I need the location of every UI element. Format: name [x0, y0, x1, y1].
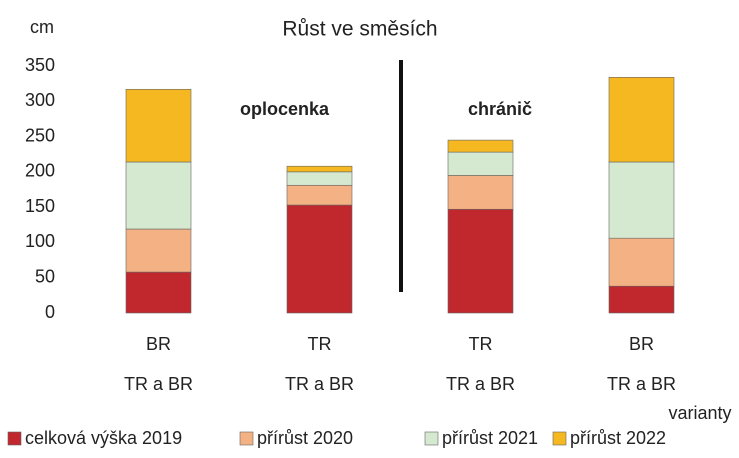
x-tick-label: TR [469, 334, 493, 354]
y-tick-label: 0 [45, 302, 55, 322]
legend-swatch [424, 431, 439, 446]
y-tick-label: 200 [25, 161, 55, 181]
bar-segment [286, 184, 353, 206]
bar-segment [125, 228, 192, 273]
y-tick-label: 350 [25, 55, 55, 75]
x-tick-label: TR [308, 334, 332, 354]
y-tick-label: 300 [25, 90, 55, 110]
legend-swatch [239, 431, 254, 446]
bar-segment [286, 204, 353, 314]
legend-label: přírůst 2021 [442, 428, 538, 448]
legend-label: celková výška 2019 [25, 428, 182, 448]
bar-segment [125, 161, 192, 230]
x-group-label: TR a BR [607, 374, 676, 394]
y-tick-label: 50 [35, 266, 55, 286]
y-tick-label: 150 [25, 196, 55, 216]
bar-segment [447, 175, 514, 210]
legend-swatch [7, 431, 22, 446]
annotation: oplocenka [240, 99, 330, 119]
y-axis-label: cm [30, 17, 54, 37]
x-group-label: TR a BR [285, 374, 354, 394]
y-tick-label: 250 [25, 125, 55, 145]
bar-segment [125, 271, 192, 314]
bar-segment [447, 208, 514, 314]
annotation: chránič [468, 99, 532, 119]
chart-title: Růst ve směsích [282, 18, 437, 41]
bar-segment [608, 161, 675, 239]
bar-segment [125, 88, 192, 163]
x-tick-label: BR [629, 334, 654, 354]
bar-segment [608, 237, 675, 287]
legend-label: přírůst 2020 [257, 428, 353, 448]
x-group-label: TR a BR [124, 374, 193, 394]
bar-segment [286, 171, 353, 186]
x-group-label: TR a BR [446, 374, 515, 394]
bar-segment [447, 151, 514, 176]
bar-segment [608, 76, 675, 163]
bar-segment [447, 139, 514, 153]
y-tick-label: 100 [25, 231, 55, 251]
legend-swatch [552, 431, 567, 446]
x-tick-label: BR [146, 334, 171, 354]
x-axis-label: varianty [668, 403, 731, 423]
bar-segment [286, 165, 353, 173]
bar-segment [608, 285, 675, 314]
legend-label: přírůst 2022 [570, 428, 666, 448]
